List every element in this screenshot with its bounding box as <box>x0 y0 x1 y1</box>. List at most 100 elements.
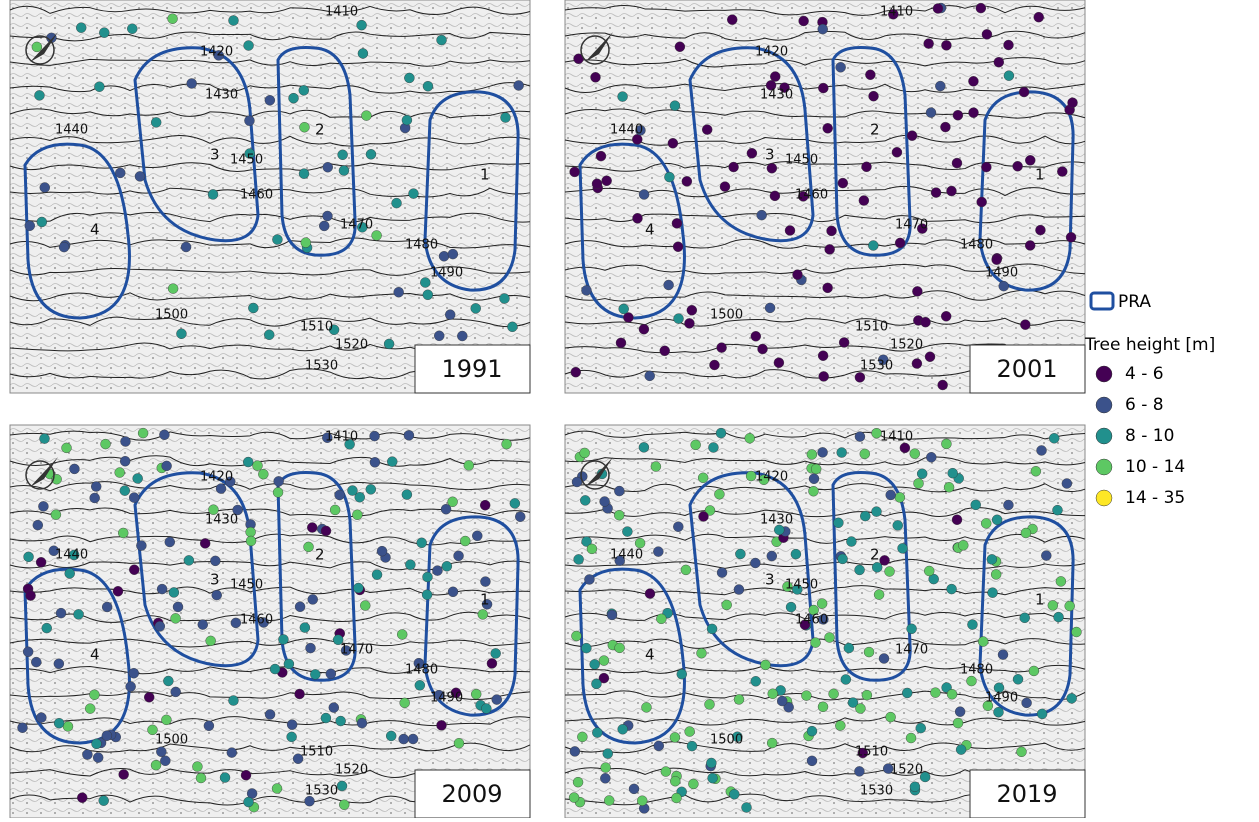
tree-dot <box>603 749 613 759</box>
tree-dot <box>807 449 817 459</box>
tree-dot <box>654 741 664 751</box>
tree-dot <box>1022 698 1032 708</box>
tree-dot <box>751 676 761 686</box>
contour-label: 1520 <box>335 763 368 778</box>
tree-dot <box>457 331 467 341</box>
tree-dot <box>977 197 987 207</box>
tree-dot <box>722 600 732 610</box>
tree-dot <box>639 442 649 452</box>
tree-dot <box>415 680 425 690</box>
contour-label: 1460 <box>795 188 828 203</box>
tree-dot <box>300 623 310 633</box>
tree-dot <box>169 587 179 597</box>
tree-dot <box>661 767 671 777</box>
tree-dot <box>570 746 580 756</box>
tree-dot <box>26 591 36 601</box>
pra-label: 4 <box>90 221 100 239</box>
tree-dot <box>765 303 775 313</box>
contour-label: 1450 <box>785 578 818 593</box>
tree-dot <box>138 428 148 438</box>
contour-label: 1460 <box>240 188 273 203</box>
tree-dot <box>844 643 854 653</box>
tree-dot <box>677 669 687 679</box>
tree-dot <box>874 590 884 600</box>
tree-dot <box>971 500 981 510</box>
tree-dot <box>998 650 1008 660</box>
tree-dot <box>487 658 497 668</box>
tree-dot <box>306 643 316 653</box>
tree-dot <box>987 554 997 564</box>
tree-dot <box>472 531 482 541</box>
tree-dot <box>786 602 796 612</box>
tree-dot <box>735 549 745 559</box>
legend: PRA Tree height [m] 4 - 66 - 88 - 1010 -… <box>1084 292 1215 508</box>
tree-dot <box>510 498 520 508</box>
tree-dot <box>825 632 835 642</box>
tree-dot <box>994 57 1004 67</box>
tree-dot <box>402 490 412 500</box>
tree-dot <box>176 329 186 339</box>
tree-dot <box>304 542 314 552</box>
tree-dot <box>675 42 685 52</box>
tree-dot <box>941 439 951 449</box>
contour-label: 1510 <box>855 745 888 760</box>
contour-label: 1510 <box>855 320 888 335</box>
tree-dot <box>639 189 649 199</box>
tree-dot <box>156 747 166 757</box>
tree-dot <box>319 221 329 231</box>
tree-dot <box>439 251 449 261</box>
tree-dot <box>1020 320 1030 330</box>
tree-dot <box>670 732 680 742</box>
contour-label: 1460 <box>240 613 273 628</box>
tree-dot <box>670 776 680 786</box>
tree-dot <box>618 724 628 734</box>
tree-dot <box>181 242 191 252</box>
tree-dot <box>89 690 99 700</box>
tree-dot <box>56 608 66 618</box>
pra-label: 2 <box>870 121 880 139</box>
tree-dot <box>993 707 1003 717</box>
tree-dot <box>404 430 414 440</box>
tree-dot <box>93 753 103 763</box>
tree-dot <box>671 793 681 803</box>
tree-dot <box>685 727 695 737</box>
tree-dot <box>357 718 367 728</box>
tree-dot <box>99 28 109 38</box>
tree-dot <box>799 16 809 26</box>
tree-dot <box>38 501 48 511</box>
tree-dot <box>592 728 602 738</box>
tree-dot <box>1041 551 1051 561</box>
tree-dot <box>902 688 912 698</box>
tree-dot <box>284 659 294 669</box>
tree-dot <box>448 497 458 507</box>
contour-label: 1410 <box>880 5 913 20</box>
tree-dot <box>192 762 202 772</box>
tree-dot <box>1037 445 1047 455</box>
tree-dot <box>129 565 139 575</box>
tree-dot <box>892 147 902 157</box>
tree-dot <box>742 802 752 812</box>
tree-dot <box>572 477 582 487</box>
tree-dot <box>944 482 954 492</box>
tree-dot <box>632 213 642 223</box>
tree-dot <box>968 76 978 86</box>
tree-dot <box>846 537 856 547</box>
tree-dot <box>871 507 881 517</box>
contour-label: 1510 <box>300 745 333 760</box>
tree-dot <box>580 448 590 458</box>
tree-dot <box>76 23 86 33</box>
tree-dot <box>837 448 847 458</box>
tree-dot <box>168 14 178 24</box>
tree-dot <box>99 796 109 806</box>
contour-label: 1510 <box>300 320 333 335</box>
tree-dot <box>807 756 817 766</box>
tree-dot <box>953 110 963 120</box>
tree-dot <box>384 339 394 349</box>
tree-dot <box>228 16 238 26</box>
tree-dot <box>907 624 917 634</box>
tree-dot <box>336 716 346 726</box>
tree-dot <box>941 311 951 321</box>
tree-dot <box>808 486 818 496</box>
tree-dot <box>910 449 920 459</box>
tree-dot <box>833 518 843 528</box>
